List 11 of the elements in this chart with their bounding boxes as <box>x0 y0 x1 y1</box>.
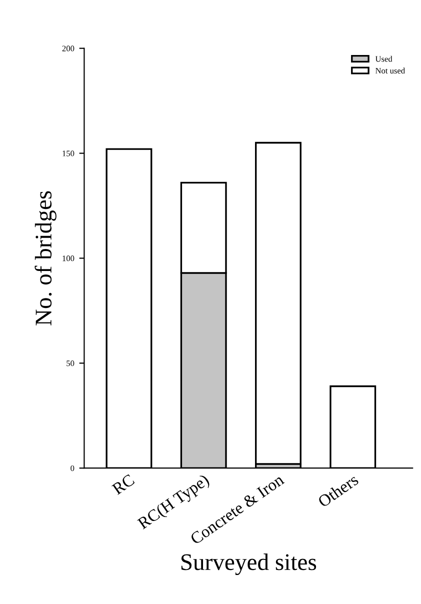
y-tick-label: 0 <box>70 465 74 472</box>
y-tick-label: 200 <box>62 46 74 52</box>
y-tick-label: 50 <box>66 360 74 366</box>
bar <box>255 142 302 465</box>
legend-label: Not used <box>375 68 405 74</box>
legend-label: Used <box>375 56 392 62</box>
x-tick-label: RC <box>111 474 135 496</box>
y-axis-title: No. of bridges <box>34 191 56 326</box>
y-tick-label: 150 <box>62 150 74 156</box>
x-axis-title: Surveyed sites <box>181 554 316 576</box>
y-tick-label: 100 <box>62 256 74 262</box>
